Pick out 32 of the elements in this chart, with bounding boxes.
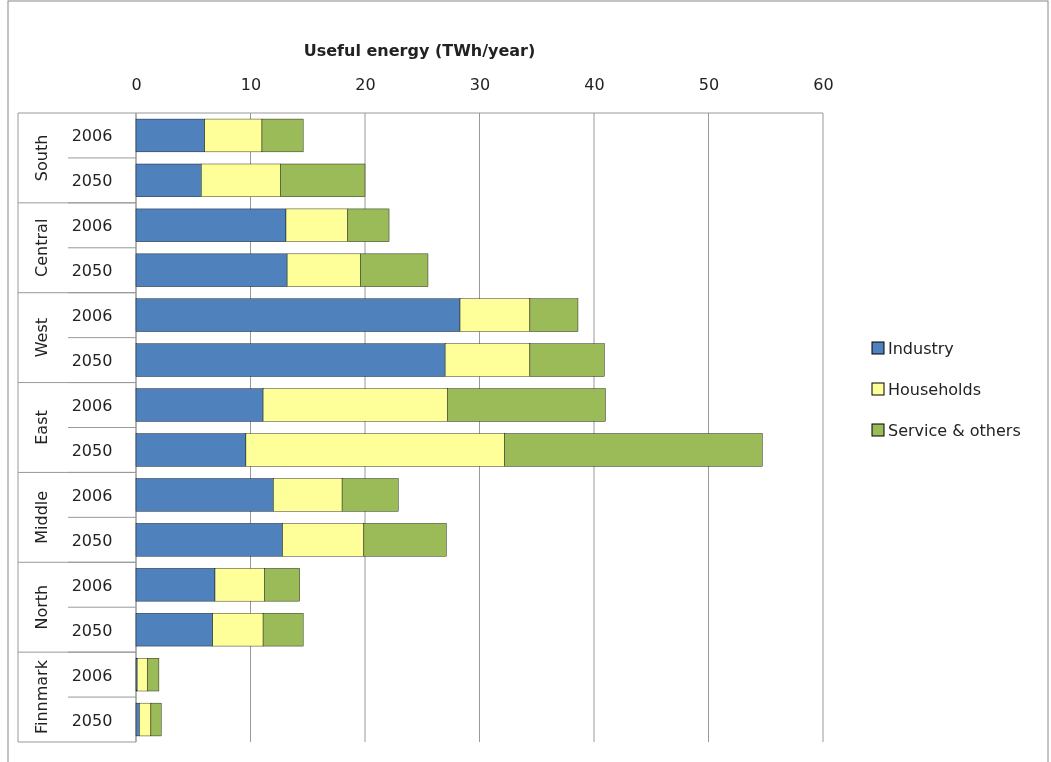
legend-label: Service & others <box>888 421 1021 440</box>
text: Middle <box>31 490 51 544</box>
legend-label: Industry <box>888 339 954 358</box>
x-tick-label: 50 <box>698 75 720 94</box>
text: West <box>31 317 51 358</box>
text: North <box>31 584 51 630</box>
x-tick-label: 60 <box>813 75 834 94</box>
legend-label: Households <box>888 380 982 399</box>
y-tick-label: 2006 <box>71 575 113 595</box>
y-tick-label: 2050 <box>71 351 113 371</box>
x-tick-label: 30 <box>469 75 491 94</box>
text: South <box>31 134 51 182</box>
text: East <box>31 410 51 445</box>
x-tick-label: 0 <box>131 75 142 94</box>
y-tick-label: 2006 <box>71 306 113 326</box>
text: Central <box>31 218 51 277</box>
y-tick-label: 2050 <box>71 261 113 281</box>
x-tick-label: 20 <box>355 75 376 94</box>
x-tick-label: 10 <box>240 75 262 94</box>
y-tick-label: 2006 <box>71 126 113 146</box>
y-tick-label: 2050 <box>71 171 113 191</box>
x-tick-label: 40 <box>584 75 605 94</box>
x-axis-title: Useful energy (TWh/year) <box>303 41 536 60</box>
y-tick-label: 2006 <box>71 665 113 685</box>
y-tick-label: 2006 <box>71 485 113 505</box>
y-tick-label: 2006 <box>71 396 113 416</box>
text: Finnmark <box>31 659 51 735</box>
y-tick-label: 2050 <box>71 440 113 460</box>
y-tick-label: 2050 <box>71 620 113 640</box>
y-tick-label: 2050 <box>71 530 113 550</box>
y-tick-label: 2050 <box>71 710 113 730</box>
y-tick-label: 2006 <box>71 216 113 236</box>
